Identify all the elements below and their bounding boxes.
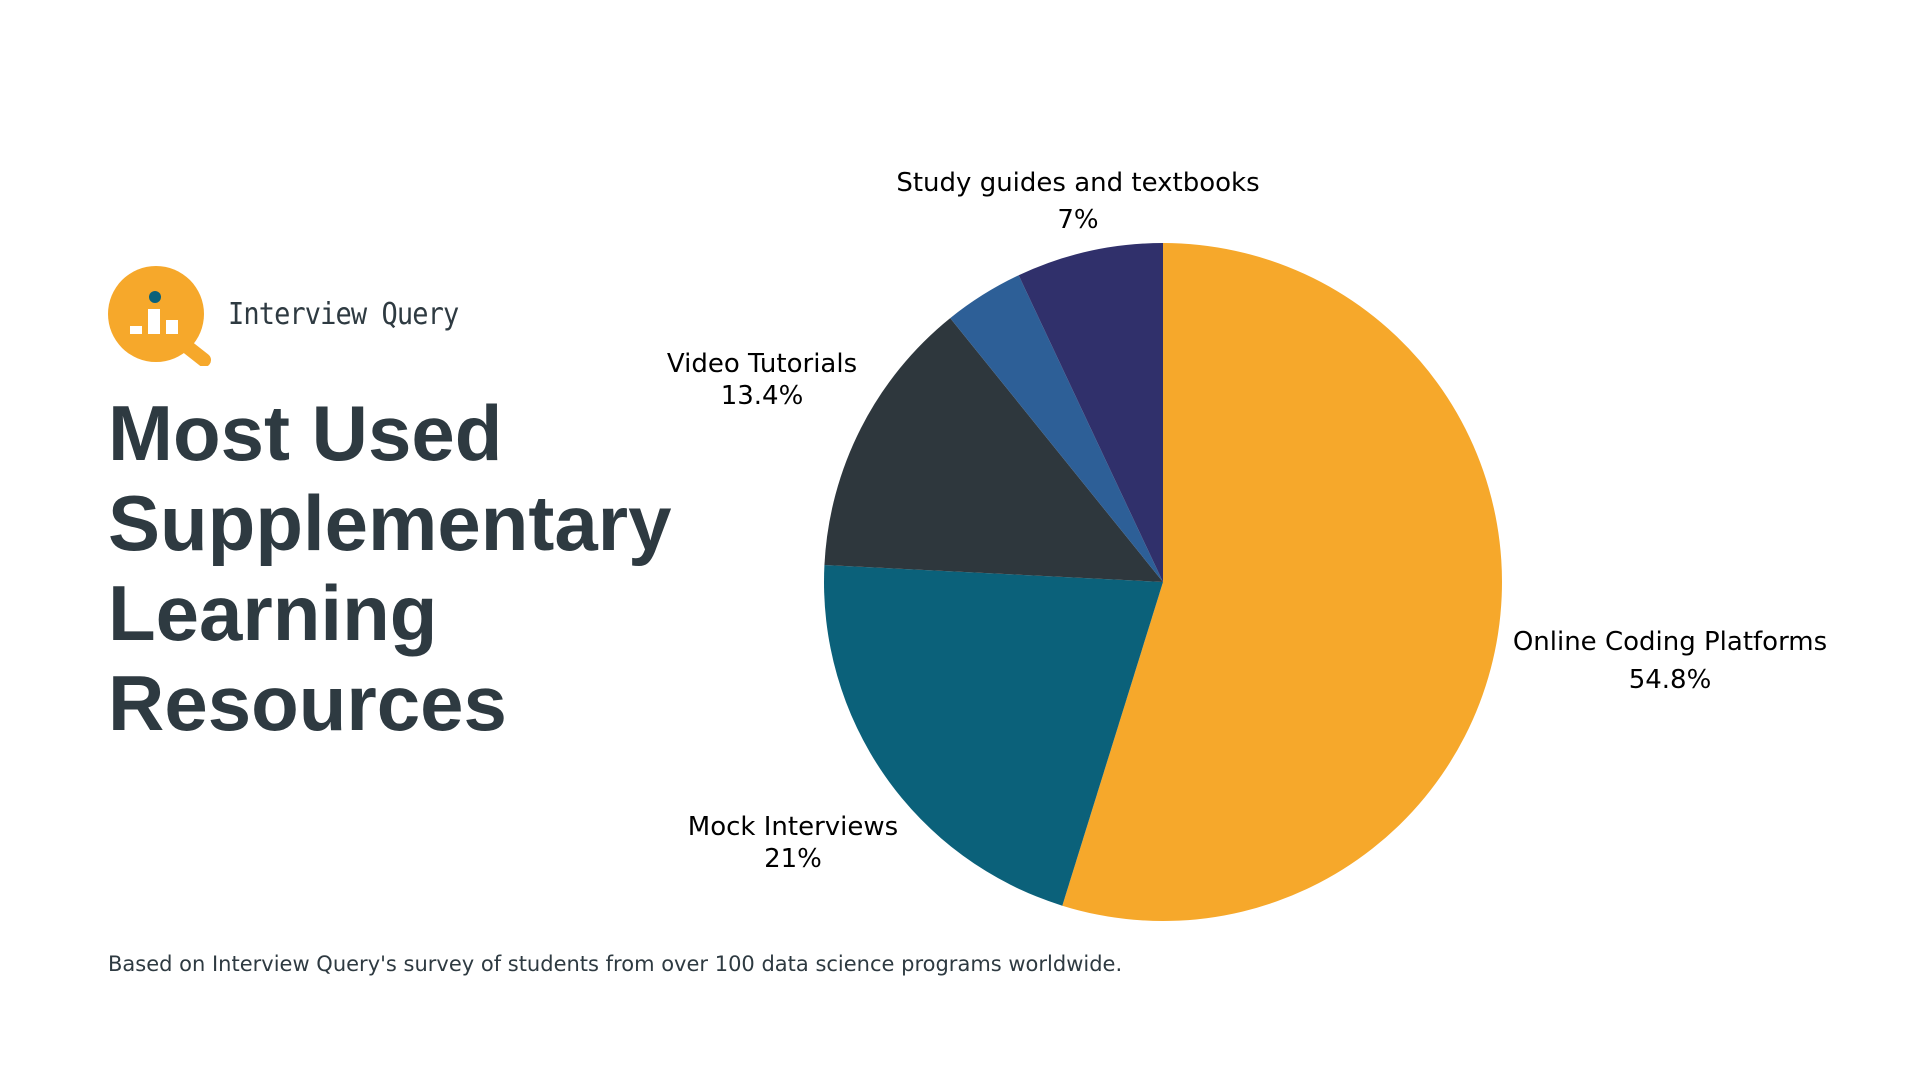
pie-slice-unlabeled xyxy=(950,275,1163,582)
pie-slice-study-guides-and-textbooks xyxy=(1018,243,1163,582)
logo-bar-left xyxy=(130,326,142,334)
pie-slice-video-tutorials xyxy=(824,318,1163,582)
slice-label-name: Mock Interviews xyxy=(688,812,898,842)
slice-label-value: 13.4% xyxy=(721,381,804,411)
slice-label-name: Video Tutorials xyxy=(667,349,857,379)
title-line-1: Most Used xyxy=(108,389,503,477)
title-line-4: Resources xyxy=(108,659,507,747)
brand-name: Interview Query xyxy=(228,297,459,332)
pie-slice-online-coding-platforms xyxy=(1062,243,1502,921)
title-line-2: Supplementary xyxy=(108,479,672,567)
page-title: Most Used Supplementary Learning Resourc… xyxy=(108,388,688,748)
title-line-3: Learning xyxy=(108,569,438,657)
slice-label-name: Study guides and textbooks xyxy=(896,168,1259,198)
slice-label-name: Online Coding Platforms xyxy=(1513,627,1827,657)
logo-bar-middle xyxy=(148,309,160,334)
footnote: Based on Interview Query's survey of stu… xyxy=(108,952,1123,976)
pie-slices xyxy=(824,243,1502,921)
slice-label-value: 21% xyxy=(764,844,822,874)
slice-label-value: 54.8% xyxy=(1629,665,1712,695)
slice-label-value: 7% xyxy=(1057,205,1098,235)
logo-dot xyxy=(149,291,161,303)
interview-query-logo xyxy=(108,266,211,366)
pie-slice-mock-interviews xyxy=(824,564,1163,906)
logo-bar-right xyxy=(166,320,178,334)
pie-labels: Online Coding Platforms 54.8% Mock Intervi… xyxy=(667,168,1827,874)
